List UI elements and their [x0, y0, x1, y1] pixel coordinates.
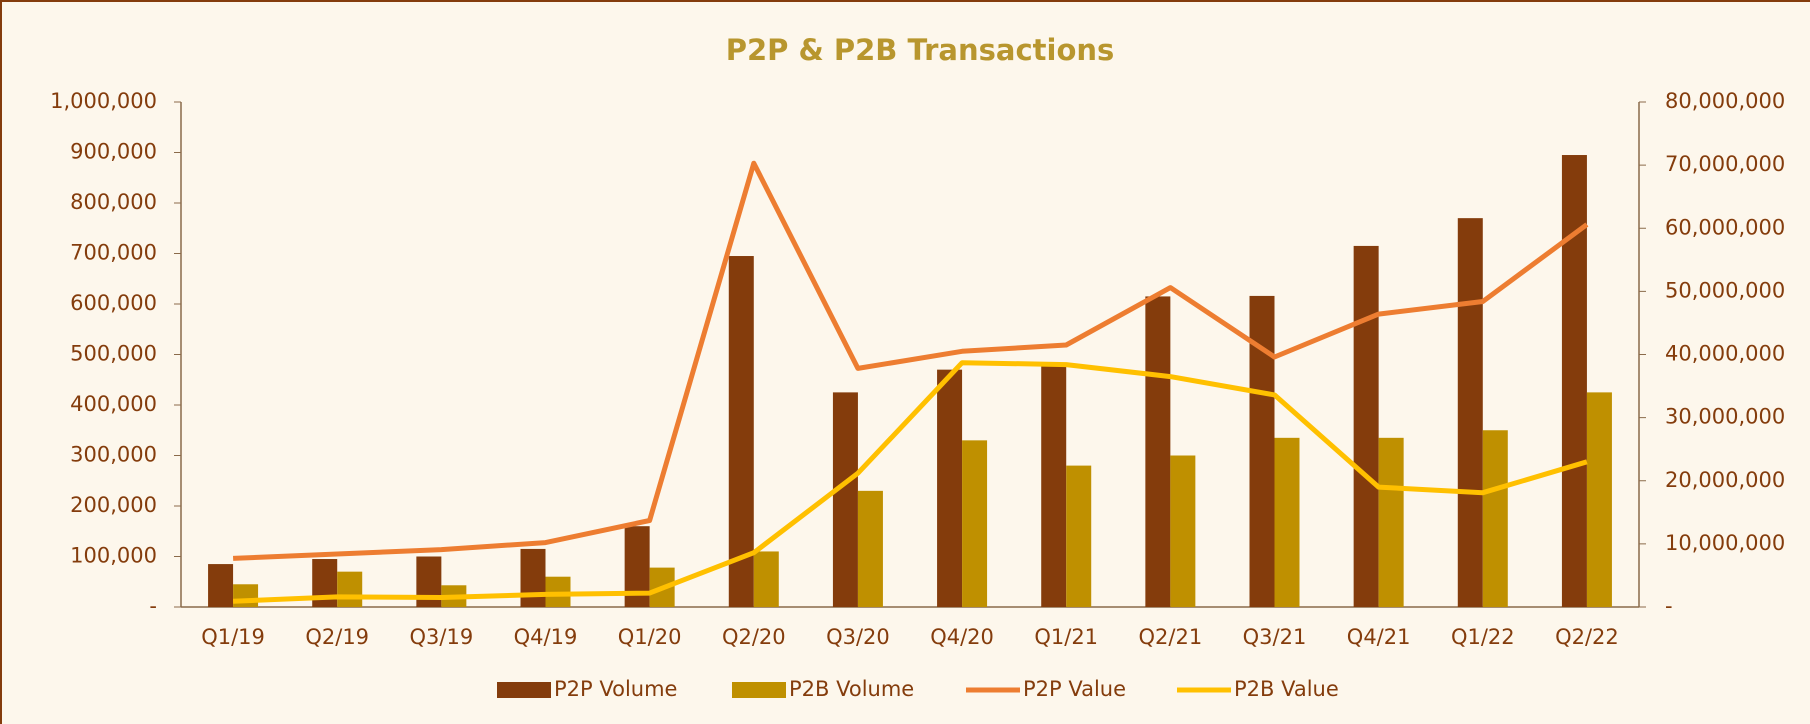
x-tick-label: Q1/20: [618, 625, 682, 649]
bar: [208, 564, 234, 607]
legend-label: P2P Value: [1023, 677, 1126, 701]
bar: [1170, 455, 1196, 607]
bar: [1145, 296, 1171, 607]
x-tick-label: Q3/20: [826, 625, 890, 649]
legend-swatch: [732, 682, 786, 698]
y-tick-label: -: [149, 594, 157, 618]
y2-tick-label: -: [1665, 594, 1673, 618]
x-tick-label: Q4/21: [1347, 625, 1411, 649]
bar: [1041, 364, 1067, 607]
legend-label: P2B Value: [1234, 677, 1339, 701]
y2-tick-label: 60,000,000: [1665, 215, 1785, 239]
bar: [937, 369, 963, 607]
legend-label: P2P Volume: [554, 677, 677, 701]
x-tick-label: Q2/20: [722, 625, 786, 649]
line-series: [232, 160, 1589, 561]
bar: [857, 490, 883, 607]
legend-label: P2B Volume: [789, 677, 914, 701]
y-tick-label: 100,000: [70, 544, 157, 568]
x-tick-label: Q4/19: [514, 625, 578, 649]
y-tick-label: 1,000,000: [50, 89, 157, 113]
bar: [962, 440, 988, 607]
bar: [1586, 392, 1612, 607]
x-tick-label: Q3/21: [1243, 625, 1307, 649]
y-tick-label: 500,000: [70, 342, 157, 366]
bar: [1066, 465, 1092, 607]
bar: [1561, 155, 1587, 607]
y2-tick-label: 20,000,000: [1665, 468, 1785, 492]
bar: [1378, 437, 1404, 607]
x-tick-label: Q1/19: [201, 625, 265, 649]
x-tick-label: Q2/22: [1555, 625, 1619, 649]
bar: [520, 548, 546, 607]
y-tick-label: 900,000: [70, 140, 157, 164]
y2-tick-label: 10,000,000: [1665, 531, 1785, 555]
y-tick-label: 400,000: [70, 392, 157, 416]
x-tick-label: Q2/19: [305, 625, 369, 649]
bar: [728, 256, 754, 607]
chart-title: P2P & P2B Transactions: [726, 33, 1115, 67]
y-tick-label: 700,000: [70, 241, 157, 265]
y-tick-label: 600,000: [70, 291, 157, 315]
bar: [1274, 437, 1300, 607]
y2-tick-label: 70,000,000: [1665, 152, 1785, 176]
x-tick-label: Q1/21: [1034, 625, 1098, 649]
y-tick-label: 300,000: [70, 443, 157, 467]
bar: [1482, 430, 1508, 607]
legend-swatch: [497, 682, 551, 698]
y2-tick-label: 30,000,000: [1665, 405, 1785, 429]
y2-tick-label: 80,000,000: [1665, 89, 1785, 113]
y2-tick-label: 50,000,000: [1665, 278, 1785, 302]
x-tick-label: Q2/21: [1139, 625, 1203, 649]
y-tick-label: 200,000: [70, 493, 157, 517]
bar: [1457, 218, 1483, 607]
x-tick-label: Q3/19: [410, 625, 474, 649]
bar: [337, 571, 363, 607]
bar: [753, 551, 779, 607]
x-tick-label: Q1/22: [1451, 625, 1515, 649]
y-tick-label: 800,000: [70, 190, 157, 214]
bar: [832, 392, 858, 607]
line-series: [232, 360, 1588, 604]
x-tick-label: Q4/20: [930, 625, 994, 649]
bar: [1353, 245, 1379, 608]
y2-tick-label: 40,000,000: [1665, 342, 1785, 366]
